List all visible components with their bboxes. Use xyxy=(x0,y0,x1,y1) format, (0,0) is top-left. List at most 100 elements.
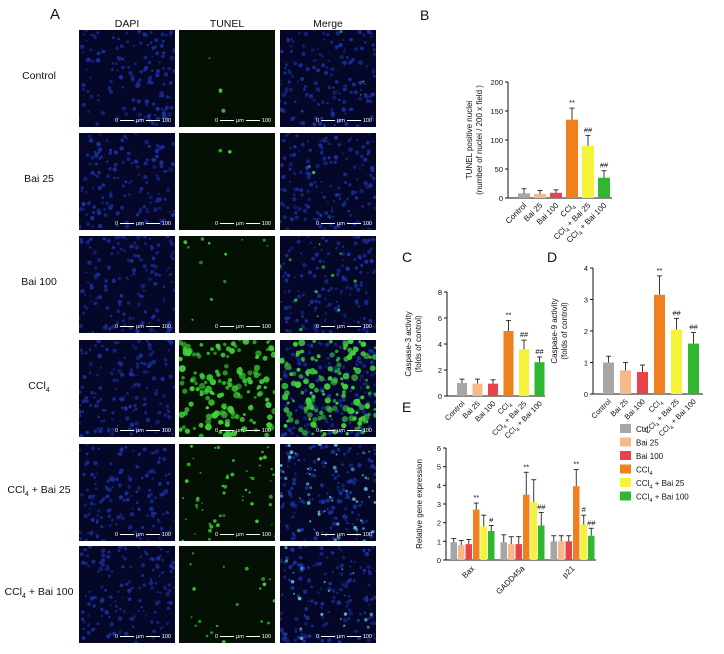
tunel-image: 0 μm 100 xyxy=(179,236,275,333)
scale-bar-line xyxy=(220,635,235,638)
scale-bar-line xyxy=(245,533,260,536)
significance-mark: ## xyxy=(520,330,529,339)
merge-image: 0 μm 100 xyxy=(280,236,376,333)
panel-letter-b: B xyxy=(420,7,429,23)
scale-bar-line xyxy=(321,119,336,122)
row-label-text: CCl xyxy=(4,586,23,598)
panel-letter-a: A xyxy=(50,6,61,23)
scale-bar-line xyxy=(220,119,235,122)
bar xyxy=(518,193,530,198)
y-tick-label: 4 xyxy=(437,481,441,490)
bar xyxy=(488,531,495,560)
bar xyxy=(473,509,480,560)
chart-b-tunel-nuclei: B 0 50 100 150 200 TUNEL positive nuclei (numbe… xyxy=(420,7,612,246)
scale-bar-line xyxy=(346,533,361,536)
bar xyxy=(519,349,529,396)
merge-image: 0 μm 100 xyxy=(280,546,376,643)
scale-bar-end: 100 xyxy=(362,532,372,538)
scale-bar-start: 0 xyxy=(214,634,219,640)
dapi-image: 0 μm 100 xyxy=(79,340,175,437)
bar xyxy=(654,294,665,394)
bar xyxy=(573,486,580,560)
scale-bar-end: 100 xyxy=(362,428,372,434)
scale-bar-start: 0 xyxy=(114,324,119,330)
scale-bar: 0 μm 100 xyxy=(115,324,171,330)
row-label: Bai 100 xyxy=(2,276,76,288)
scale-bar-unit: μm xyxy=(136,634,144,640)
bar xyxy=(472,383,483,396)
bar xyxy=(458,545,465,560)
scale-bar-line xyxy=(120,119,135,122)
bar xyxy=(500,542,507,560)
bar xyxy=(620,370,631,394)
bar xyxy=(538,525,545,560)
y-tick-label: 0 xyxy=(437,556,441,565)
chart-d-caspase9: D 0 1 2 3 4 Caspase-9 activity (folds of contro… xyxy=(547,249,703,440)
significance-mark: ** xyxy=(569,98,575,107)
scale-bar-line xyxy=(346,222,361,225)
y-tick-label: 3 xyxy=(584,296,588,305)
scale-bar-unit: μm xyxy=(236,324,244,330)
legend-label: Ctrl xyxy=(636,425,649,434)
row-label-subscript: 4 xyxy=(22,593,26,601)
scale-bar-unit: μm xyxy=(337,634,345,640)
merge-image: 0 μm 100 xyxy=(280,30,376,127)
y-axis-label-units: (folds of control) xyxy=(414,315,423,373)
scale-bar-unit: μm xyxy=(136,532,144,538)
scale-bar-line xyxy=(220,533,235,536)
scale-bar-end: 100 xyxy=(261,428,271,434)
y-tick-label: 8 xyxy=(438,288,442,297)
row-label: CCl4 + Bai 25 xyxy=(2,484,76,498)
merge-image: 0 μm 100 xyxy=(280,340,376,437)
row-label-text: Control xyxy=(22,70,56,82)
y-tick-label: 4 xyxy=(584,264,588,273)
bar xyxy=(534,193,546,198)
scale-bar-line xyxy=(346,119,361,122)
scale-bar-line xyxy=(145,325,160,328)
bar xyxy=(465,544,472,560)
significance-mark: ## xyxy=(600,161,609,170)
significance-mark: ## xyxy=(584,125,593,134)
scale-bar: 0 μm 100 xyxy=(215,221,271,227)
scale-bar-start: 0 xyxy=(315,428,320,434)
legend-swatch xyxy=(620,478,631,487)
tunel-image: 0 μm 100 xyxy=(179,444,275,541)
scale-bar-end: 100 xyxy=(161,324,171,330)
significance-mark: ## xyxy=(535,347,544,356)
y-axis-label-units: (folds of control) xyxy=(560,302,569,360)
significance-mark: ## xyxy=(587,518,596,527)
scale-bar: 0 μm 100 xyxy=(316,428,372,434)
significance-mark: ** xyxy=(657,266,663,275)
scale-bar-end: 100 xyxy=(261,221,271,227)
scale-bar-unit: μm xyxy=(236,532,244,538)
y-tick-label: 4 xyxy=(438,340,442,349)
scale-bar-start: 0 xyxy=(114,634,119,640)
scale-bar-line xyxy=(220,222,235,225)
scale-bar-line xyxy=(245,635,260,638)
x-tick-label: Bax xyxy=(460,564,476,580)
scale-bar-line xyxy=(220,325,235,328)
scale-bar-line xyxy=(245,325,260,328)
scale-bar-end: 100 xyxy=(261,324,271,330)
scale-bar-end: 100 xyxy=(161,221,171,227)
scale-bar-unit: μm xyxy=(337,532,345,538)
scale-bar: 0 μm 100 xyxy=(316,324,372,330)
column-header-merge: Merge xyxy=(313,18,343,30)
y-tick-label: 0 xyxy=(438,392,442,401)
bar xyxy=(558,541,565,560)
scale-bar-end: 100 xyxy=(161,118,171,124)
bar xyxy=(566,119,578,198)
scale-bar-end: 100 xyxy=(161,634,171,640)
y-tick-label: 100 xyxy=(490,136,503,145)
legend-label: Bai 100 xyxy=(636,452,664,461)
scale-bar-end: 100 xyxy=(261,118,271,124)
y-tick-label: 150 xyxy=(490,107,503,116)
bar xyxy=(488,383,498,396)
bar xyxy=(550,541,557,560)
scale-bar-start: 0 xyxy=(114,221,119,227)
scale-bar-start: 0 xyxy=(315,118,320,124)
scale-bar: 0 μm 100 xyxy=(316,221,372,227)
column-header-dapi: DAPI xyxy=(114,18,140,30)
row-label: Control xyxy=(2,70,76,82)
y-tick-label: 2 xyxy=(438,366,442,375)
